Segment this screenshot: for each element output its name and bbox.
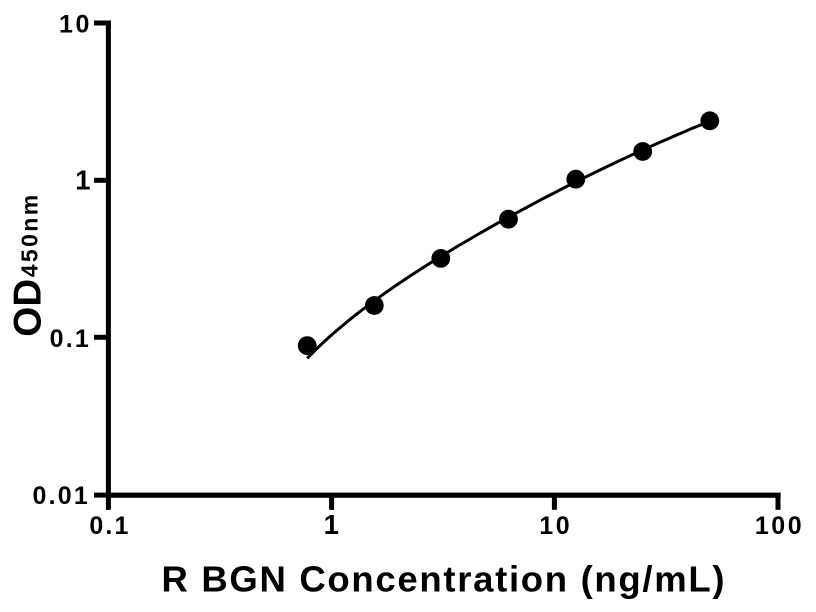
- svg-text:0.1: 0.1: [89, 512, 130, 540]
- svg-text:1: 1: [75, 165, 90, 196]
- svg-text:0.1: 0.1: [50, 325, 91, 353]
- svg-text:0.01: 0.01: [33, 482, 90, 510]
- svg-text:OD: OD: [7, 279, 50, 337]
- svg-text:R BGN Concentration (ng/mL): R BGN Concentration (ng/mL): [162, 559, 725, 600]
- svg-text:10: 10: [59, 10, 92, 38]
- svg-text:10: 10: [539, 512, 572, 540]
- svg-text:100: 100: [755, 512, 804, 540]
- svg-text:1: 1: [324, 509, 339, 540]
- svg-text:450nm: 450nm: [17, 195, 43, 278]
